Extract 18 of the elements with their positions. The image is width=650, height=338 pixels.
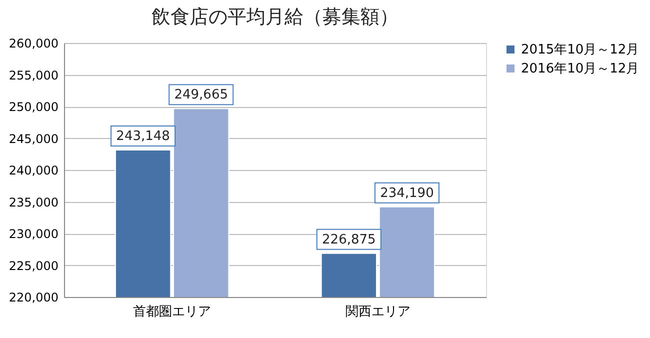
y-tick-label: 240,000 (8, 164, 58, 178)
data-label: 226,875 (322, 232, 376, 248)
legend-label: 2016年10月～12月 (521, 62, 640, 76)
chart-title: 飲食店の平均月給（募集額） (152, 6, 398, 28)
y-tick-label: 235,000 (8, 195, 58, 210)
data-label: 243,148 (116, 129, 170, 144)
y-tick-label: 255,000 (8, 68, 58, 82)
y-tick-label: 230,000 (8, 227, 58, 241)
y-tick-label: 245,000 (8, 132, 58, 146)
data-label: 234,190 (380, 186, 434, 201)
y-tick-label: 220,000 (8, 290, 58, 304)
y-tick-label: 250,000 (8, 100, 58, 114)
y-tick-label: 260,000 (8, 36, 58, 50)
x-tick-label: 首都圏エリア (133, 304, 212, 320)
legend-label: 2015年10月～12月 (521, 42, 640, 58)
data-label: 249,665 (174, 88, 228, 103)
y-tick-label: 225,000 (8, 258, 58, 273)
x-tick-label: 関西エリア (345, 304, 410, 320)
